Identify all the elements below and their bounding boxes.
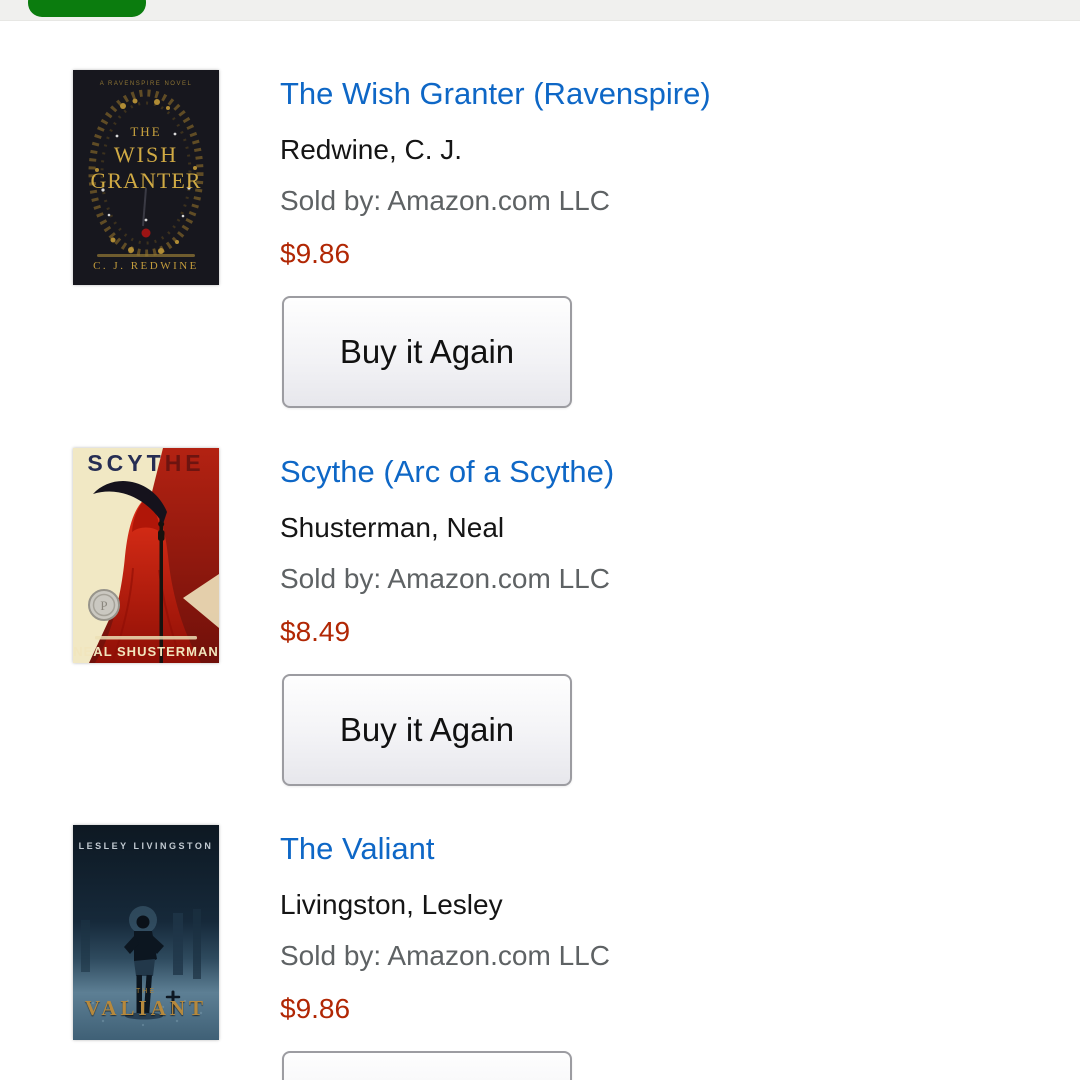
product-title-link[interactable]: The Wish Granter (Ravenspire) [280, 76, 711, 111]
product-price: $8.49 [280, 616, 351, 647]
cover-tagline-decoration [97, 254, 195, 257]
cover-title-line: THE [136, 988, 156, 995]
cover-title-line: VALIANT [84, 996, 208, 1020]
book-cover-the-valiant[interactable]: LESLEY LIVINGSTON THE VALIANT [73, 825, 219, 1040]
green-pill-button[interactable] [28, 0, 146, 17]
product-author: Redwine, C. J. [280, 134, 463, 165]
book-cover-wish-granter[interactable]: A RAVENSPIRE NOVEL THE WISH GRANTER C. J… [73, 70, 219, 285]
sold-by-text: Sold by: Amazon.com LLC [280, 940, 610, 971]
cover-title-line: WISH [113, 142, 179, 167]
cover-author-name: NEAL SHUSTERMAN [73, 644, 219, 659]
product-price: $9.86 [280, 238, 351, 269]
top-bar [0, 0, 1080, 21]
cover-series-note: A RAVENSPIRE NOVEL [99, 81, 193, 87]
cover-title-part: HE [164, 450, 205, 476]
sold-by-text: Sold by: Amazon.com LLC [280, 563, 610, 594]
cover-title-line: GRANTER [90, 168, 202, 193]
svg-text:P: P [100, 598, 107, 613]
scythe-cover-illustration: P [73, 448, 219, 663]
product-title-link[interactable]: Scythe (Arc of a Scythe) [280, 454, 615, 489]
product-price: $9.86 [280, 993, 351, 1024]
sold-by-text: Sold by: Amazon.com LLC [280, 185, 610, 216]
cover-title-line: THE [130, 124, 162, 139]
cover-author-name: C. J. REDWINE [93, 260, 199, 272]
order-item: A RAVENSPIRE NOVEL THE WISH GRANTER C. J… [73, 70, 1033, 448]
cover-author-name: LESLEY LIVINGSTON [78, 841, 214, 851]
buy-it-again-button[interactable]: Buy it Again [282, 296, 572, 408]
cover-title-line: SCYTHE [73, 450, 219, 477]
book-cover-scythe[interactable]: P SCYTHE NEAL SHUSTERMAN [73, 448, 219, 663]
cover-title-part: SCYT [87, 450, 165, 476]
order-item: P SCYTHE NEAL SHUSTERMAN Scythe (Arc of … [73, 448, 1033, 826]
order-item: LESLEY LIVINGSTON THE VALIANT The Valian… [73, 825, 1033, 1080]
wish-granter-cover-illustration [73, 70, 219, 285]
product-author: Livingston, Lesley [280, 889, 503, 920]
product-title-link[interactable]: The Valiant [280, 831, 435, 866]
valiant-cover-illustration [73, 825, 219, 1040]
buy-it-again-button[interactable]: Buy it Again [282, 1051, 572, 1080]
buy-it-again-button[interactable]: Buy it Again [282, 674, 572, 786]
product-author: Shusterman, Neal [280, 512, 505, 543]
